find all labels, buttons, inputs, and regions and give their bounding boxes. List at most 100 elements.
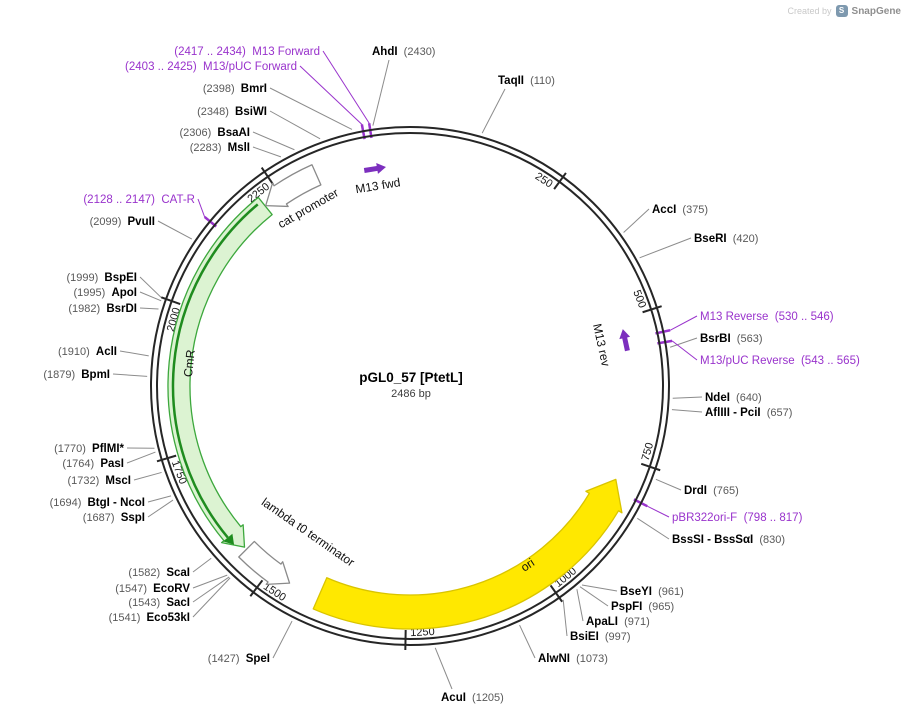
site-leader-line — [192, 557, 212, 573]
site-position: (1073) — [570, 653, 608, 665]
primer-label: M13 Reverse (530 .. 546) — [700, 311, 834, 323]
site-leader-line — [192, 574, 228, 589]
site-label: (1910) AclI — [58, 346, 117, 358]
site-label: (1541) Eco53kI — [109, 612, 190, 624]
site-position: (1910) — [58, 346, 96, 358]
site-leader-line — [126, 451, 156, 464]
feature-label: M13 rev — [590, 322, 613, 367]
site-name: MscI — [105, 475, 131, 487]
site-leader-line — [192, 576, 230, 603]
site-label: (2398) BmrI — [203, 83, 267, 95]
feature-arc-lambda-t0-terminator — [238, 540, 291, 586]
site-leader-line — [252, 131, 295, 151]
site-name: BtgI - NcoI — [88, 497, 146, 509]
site-name: SspI — [121, 512, 145, 524]
site-position: (657) — [761, 407, 793, 419]
site-leader-line — [252, 146, 282, 158]
primer-label: (2128 .. 2147) CAT-R — [83, 194, 195, 206]
site-name: BsiWI — [235, 106, 267, 118]
site-leader-line — [139, 307, 159, 310]
site-label: (1982) BsrDI — [68, 303, 137, 315]
site-leader-line — [269, 87, 353, 130]
site-position: (1770) — [54, 443, 92, 455]
scale-tick-label: 750 — [640, 441, 656, 462]
site-label: TaqII (110) — [498, 75, 555, 87]
site-leader-line — [269, 110, 321, 140]
primer-arrow-m13-fwd — [363, 163, 386, 174]
scale-tick — [549, 584, 563, 603]
site-leader-line — [133, 471, 162, 481]
site-leader-line — [581, 584, 618, 592]
site-name: AflIII - PciI — [705, 407, 761, 419]
site-name: PvuII — [128, 216, 155, 228]
site-label: NdeI (640) — [705, 392, 762, 404]
site-name: BspEI — [104, 272, 137, 284]
primer-leader-line — [671, 340, 698, 361]
feature-arc-ori — [312, 478, 623, 630]
site-leader-line — [639, 237, 692, 259]
site-leader-line — [272, 620, 293, 659]
site-position: (2398) — [203, 83, 241, 95]
site-label: BsiEI (997) — [570, 631, 631, 643]
site-label: BseYI (961) — [620, 586, 684, 598]
site-position: (1205) — [466, 692, 504, 704]
feature-label: CmR — [181, 349, 198, 378]
site-name: BsaAI — [217, 127, 250, 139]
site-name: TaqII — [498, 75, 524, 87]
site-position: (2099) — [90, 216, 128, 228]
site-position: (1687) — [83, 512, 121, 524]
primer-leader-line — [669, 315, 698, 331]
site-label: BssSI - BssSαI (830) — [672, 534, 785, 546]
site-label: (1995) ApoI — [74, 287, 137, 299]
site-name: DrdI — [684, 485, 707, 497]
site-label: AcuI (1205) — [441, 692, 504, 704]
site-leader-line — [112, 373, 148, 377]
site-name: MslI — [228, 142, 250, 154]
site-label: (1770) PflMI* — [54, 443, 124, 455]
site-position: (1694) — [50, 497, 88, 509]
site-name: ApoI — [111, 287, 137, 299]
site-label: (1999) BspEI — [66, 272, 137, 284]
primer-leader-line — [299, 65, 363, 125]
site-label: (2283) MslI — [190, 142, 250, 154]
site-label: (1582) ScaI — [128, 567, 190, 579]
site-label: (1732) MscI — [68, 475, 132, 487]
site-position: (1582) — [128, 567, 166, 579]
site-label: (1543) SacI — [128, 597, 190, 609]
site-name: ScaI — [166, 567, 190, 579]
site-leader-line — [434, 647, 453, 690]
site-label: AccI (375) — [652, 204, 708, 216]
site-label: BseRI (420) — [694, 233, 758, 245]
primer-leader-line — [647, 505, 670, 518]
site-name: AcuI — [441, 692, 466, 704]
site-name: BseRI — [694, 233, 727, 245]
site-label: ApaLI (971) — [586, 616, 650, 628]
site-leader-line — [372, 59, 390, 126]
site-label: (1879) BpmI — [43, 369, 110, 381]
site-label: (2099) PvuII — [90, 216, 155, 228]
site-name: PspFI — [611, 601, 642, 613]
scale-tick — [640, 462, 661, 472]
site-position: (2430) — [398, 46, 436, 58]
feature-label: ori — [518, 556, 537, 575]
site-leader-line — [655, 478, 682, 491]
scale-tick — [642, 305, 662, 314]
site-name: EcoRV — [153, 583, 190, 595]
scale-tick — [553, 172, 567, 190]
site-leader-line — [147, 499, 174, 518]
watermark-text: Created by — [787, 6, 832, 16]
site-label: DrdI (765) — [684, 485, 739, 497]
site-name: AlwNI — [538, 653, 570, 665]
site-position: (2283) — [190, 142, 228, 154]
site-position: (765) — [707, 485, 739, 497]
site-position: (2306) — [179, 127, 217, 139]
site-leader-line — [669, 337, 698, 348]
site-position: (1999) — [66, 272, 104, 284]
site-leader-line — [139, 291, 162, 302]
scale-tick — [160, 296, 181, 306]
site-label: (2306) BsaAI — [179, 127, 250, 139]
site-leader-line — [637, 517, 670, 540]
feature-direction-arrowhead — [223, 533, 235, 545]
site-leader-line — [157, 220, 193, 240]
